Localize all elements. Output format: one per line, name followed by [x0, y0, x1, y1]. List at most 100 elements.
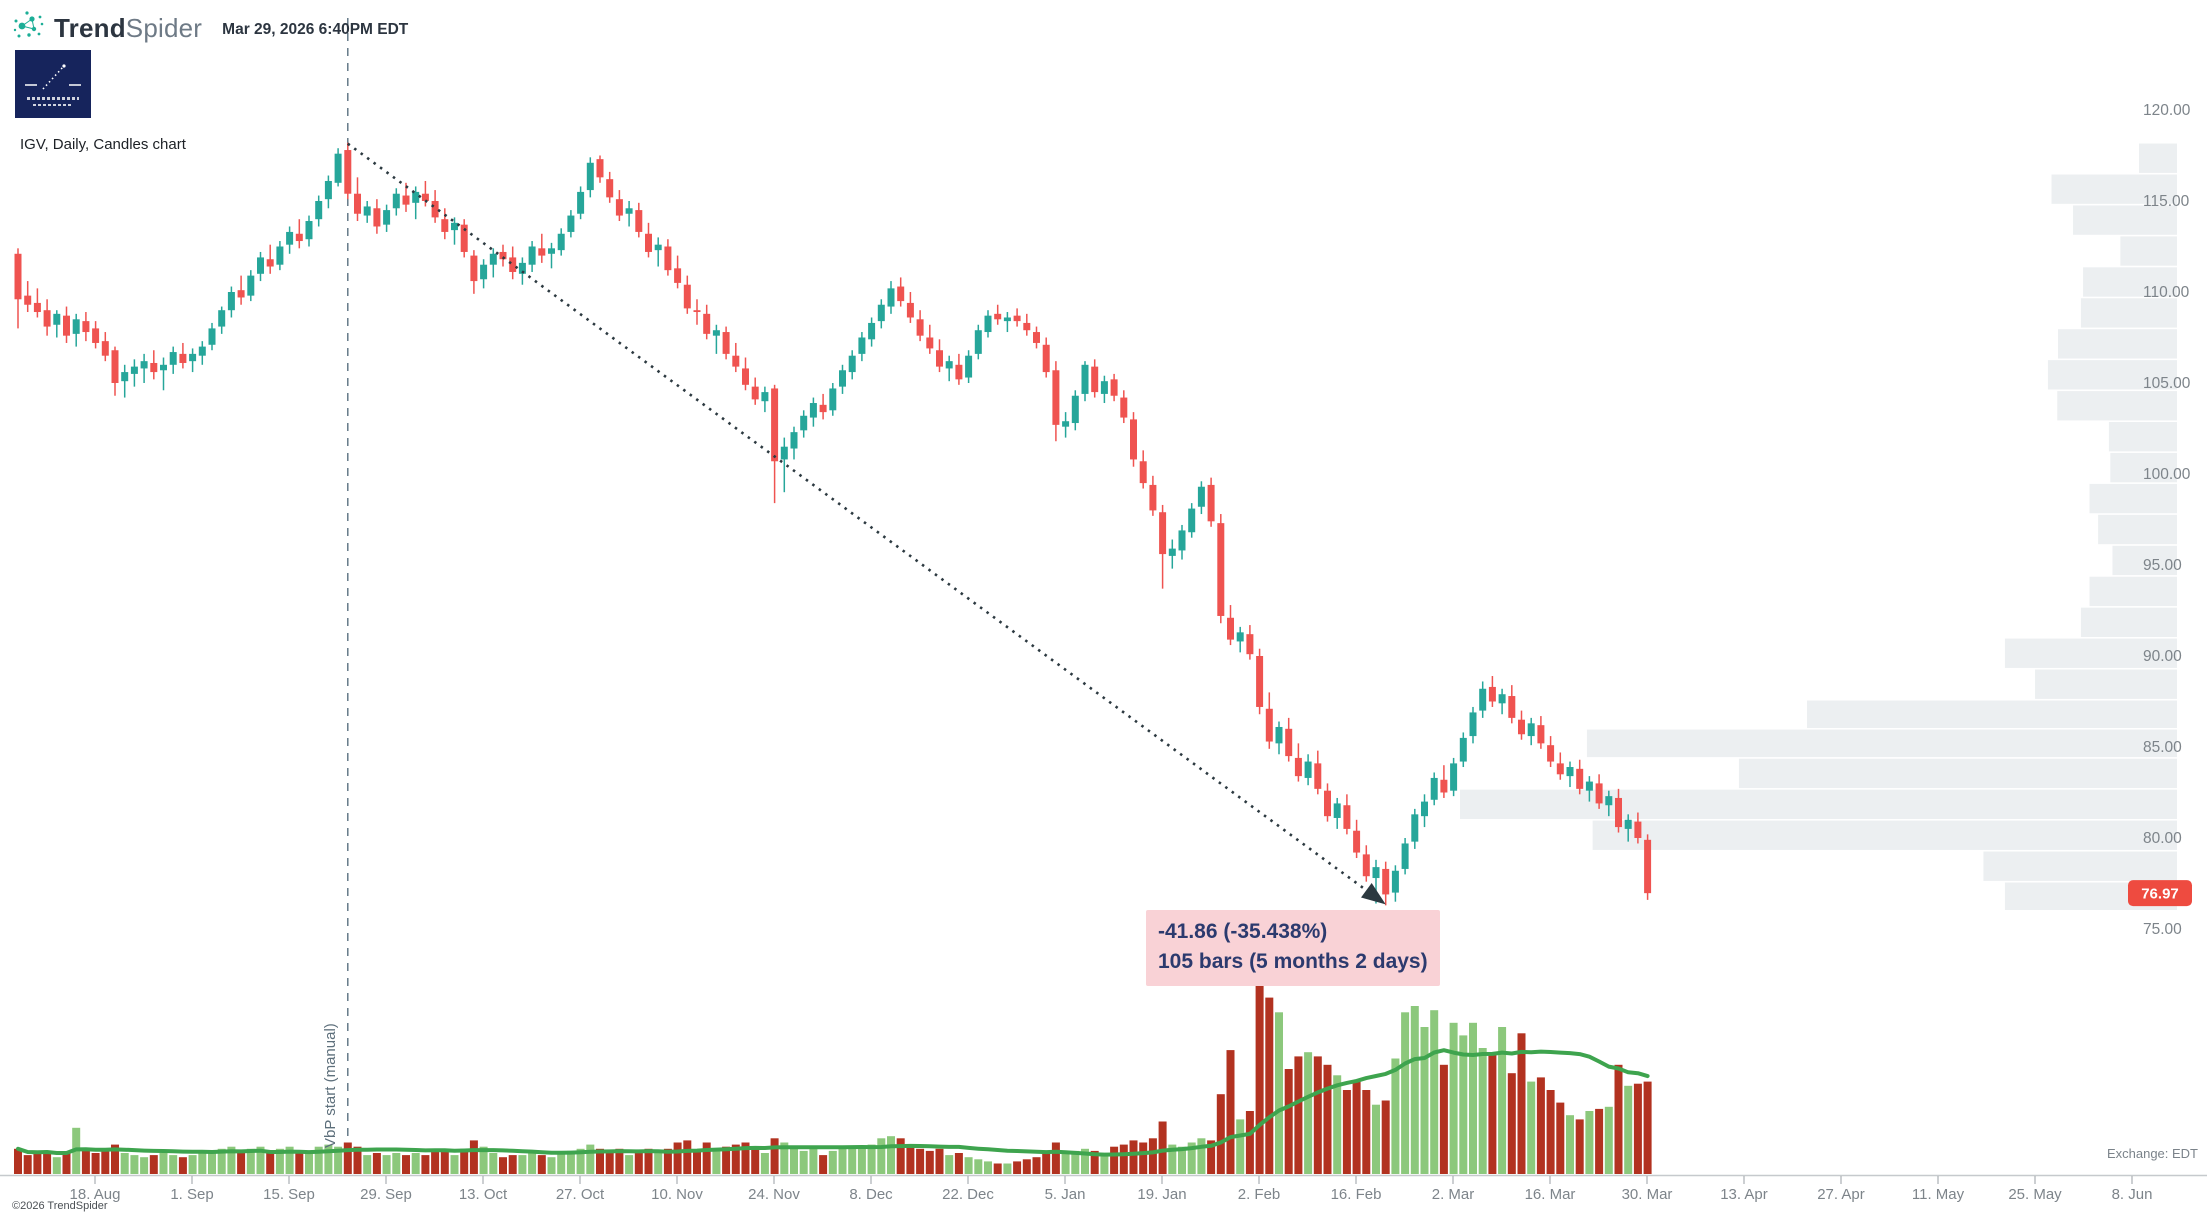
candle-body	[179, 353, 187, 363]
candle-body	[14, 253, 22, 300]
volume-bar	[1255, 974, 1264, 1174]
x-tick-label: 27. Oct	[556, 1186, 605, 1203]
volume-bar	[1178, 1146, 1186, 1174]
candle-body	[1411, 814, 1419, 842]
volume-bar	[1478, 1048, 1487, 1174]
candle-body	[169, 352, 177, 365]
candle-body	[140, 361, 148, 369]
volume-bar	[1022, 1159, 1031, 1174]
candle-body	[839, 370, 846, 387]
volume-bar	[576, 1148, 585, 1174]
candle-body	[509, 257, 517, 272]
volume-bar	[605, 1150, 614, 1174]
volume-bar	[382, 1155, 391, 1174]
volume-bar	[1333, 1075, 1342, 1174]
volume-profile-row	[1592, 820, 2177, 850]
volume-bar	[644, 1148, 653, 1174]
volume-bar	[1643, 1081, 1652, 1174]
candle-body	[489, 253, 497, 265]
candle-body	[421, 193, 429, 201]
candle-body	[101, 341, 109, 356]
volume-ma-line	[16, 1048, 1650, 1157]
trendline[interactable]	[347, 142, 1372, 895]
volume-bar	[1119, 1144, 1128, 1174]
candle-body	[218, 310, 226, 327]
candle-body	[24, 295, 32, 305]
candle-body	[625, 208, 633, 214]
volume-bar	[663, 1148, 672, 1174]
candle-body	[189, 353, 197, 362]
volume-bar	[1633, 1083, 1642, 1174]
candle-body	[295, 233, 303, 242]
header: TrendSpider Mar 29, 2026 6:40PM EDT	[12, 10, 408, 47]
volume-profile-row	[1586, 729, 2177, 758]
volume-bar	[460, 1148, 469, 1174]
candle-body	[557, 233, 565, 251]
volume-profile-row	[2138, 143, 2177, 173]
volume-bar	[1517, 1033, 1526, 1174]
brand-name-light: Spider	[125, 13, 203, 43]
candle-body	[1566, 767, 1574, 777]
brand-name-bold: Trend	[54, 13, 126, 43]
volume-bar	[935, 1148, 944, 1174]
volume-bar	[547, 1157, 556, 1174]
volume-bar	[857, 1146, 866, 1174]
volume-bar	[1604, 1106, 1613, 1174]
candle-body	[412, 191, 420, 203]
candle-body	[111, 350, 119, 383]
volume-bar	[1061, 1153, 1070, 1174]
price-axis[interactable]: 120.00 115.00 110.00 105.00 100.00 95.00 90.00…	[2143, 102, 2191, 938]
volume-bar	[305, 1150, 313, 1174]
candle-body	[1595, 783, 1603, 804]
volume-bar	[925, 1150, 934, 1174]
candle-body	[198, 346, 206, 356]
volume-bar	[421, 1155, 430, 1174]
volume-bar	[693, 1150, 701, 1174]
volume-profile-row	[2110, 452, 2177, 483]
candle-body	[1294, 757, 1302, 777]
measurement-annotation[interactable]: -41.86 (-35.438%) 105 bars (5 months 2 d…	[1146, 910, 1440, 986]
volume-bar	[178, 1157, 187, 1174]
candle-body	[664, 246, 672, 271]
volume-bar	[615, 1148, 624, 1174]
candle-body	[286, 231, 294, 245]
volume-bar	[654, 1153, 663, 1174]
volume-bar	[343, 1142, 352, 1174]
candle-body	[1159, 512, 1167, 555]
volume-bar	[1216, 1094, 1225, 1174]
x-axis[interactable]: 18. Aug 1. Sep 15. Sep 29. Sep 13. Oct 27. Oc…	[0, 1174, 2207, 1204]
candle-body	[1265, 708, 1273, 742]
x-tick-label: 5. Jan	[1045, 1186, 1086, 1203]
volume-bar	[1546, 1090, 1555, 1174]
volume-bar	[256, 1146, 265, 1174]
volume-bar	[596, 1148, 604, 1174]
volume-bar	[23, 1155, 32, 1174]
vbp-start-label[interactable]: VbP start (manual)	[322, 1023, 339, 1148]
candle-body	[1256, 656, 1264, 707]
watermark-logo	[15, 50, 91, 118]
volume-bar	[1372, 1104, 1380, 1174]
candle-body	[1042, 344, 1050, 373]
candle-body	[674, 268, 682, 283]
volume-bar	[1139, 1142, 1148, 1174]
candle-body	[1401, 843, 1409, 869]
volume-bar	[1294, 1056, 1303, 1174]
volume-bar	[586, 1144, 595, 1174]
volume-profile-row	[2057, 329, 2177, 359]
price-axis-label: 100.00	[2143, 466, 2191, 483]
candle-body	[33, 302, 41, 313]
volume-bar	[838, 1148, 847, 1174]
candle-body	[1071, 395, 1079, 424]
candle-body	[1178, 530, 1186, 551]
volume-bar	[528, 1153, 537, 1174]
x-tick-label: 13. Apr	[1720, 1186, 1768, 1203]
volume-profile-row	[1460, 789, 2177, 819]
volume-bar	[285, 1146, 294, 1174]
volume-profile-row	[2089, 576, 2177, 607]
volume-profile-row	[1983, 851, 2177, 881]
volume-bar	[1226, 1050, 1235, 1174]
price-tag-value: 76.97	[2141, 886, 2179, 903]
volume-bar	[1129, 1140, 1138, 1174]
candle-body	[945, 361, 953, 369]
